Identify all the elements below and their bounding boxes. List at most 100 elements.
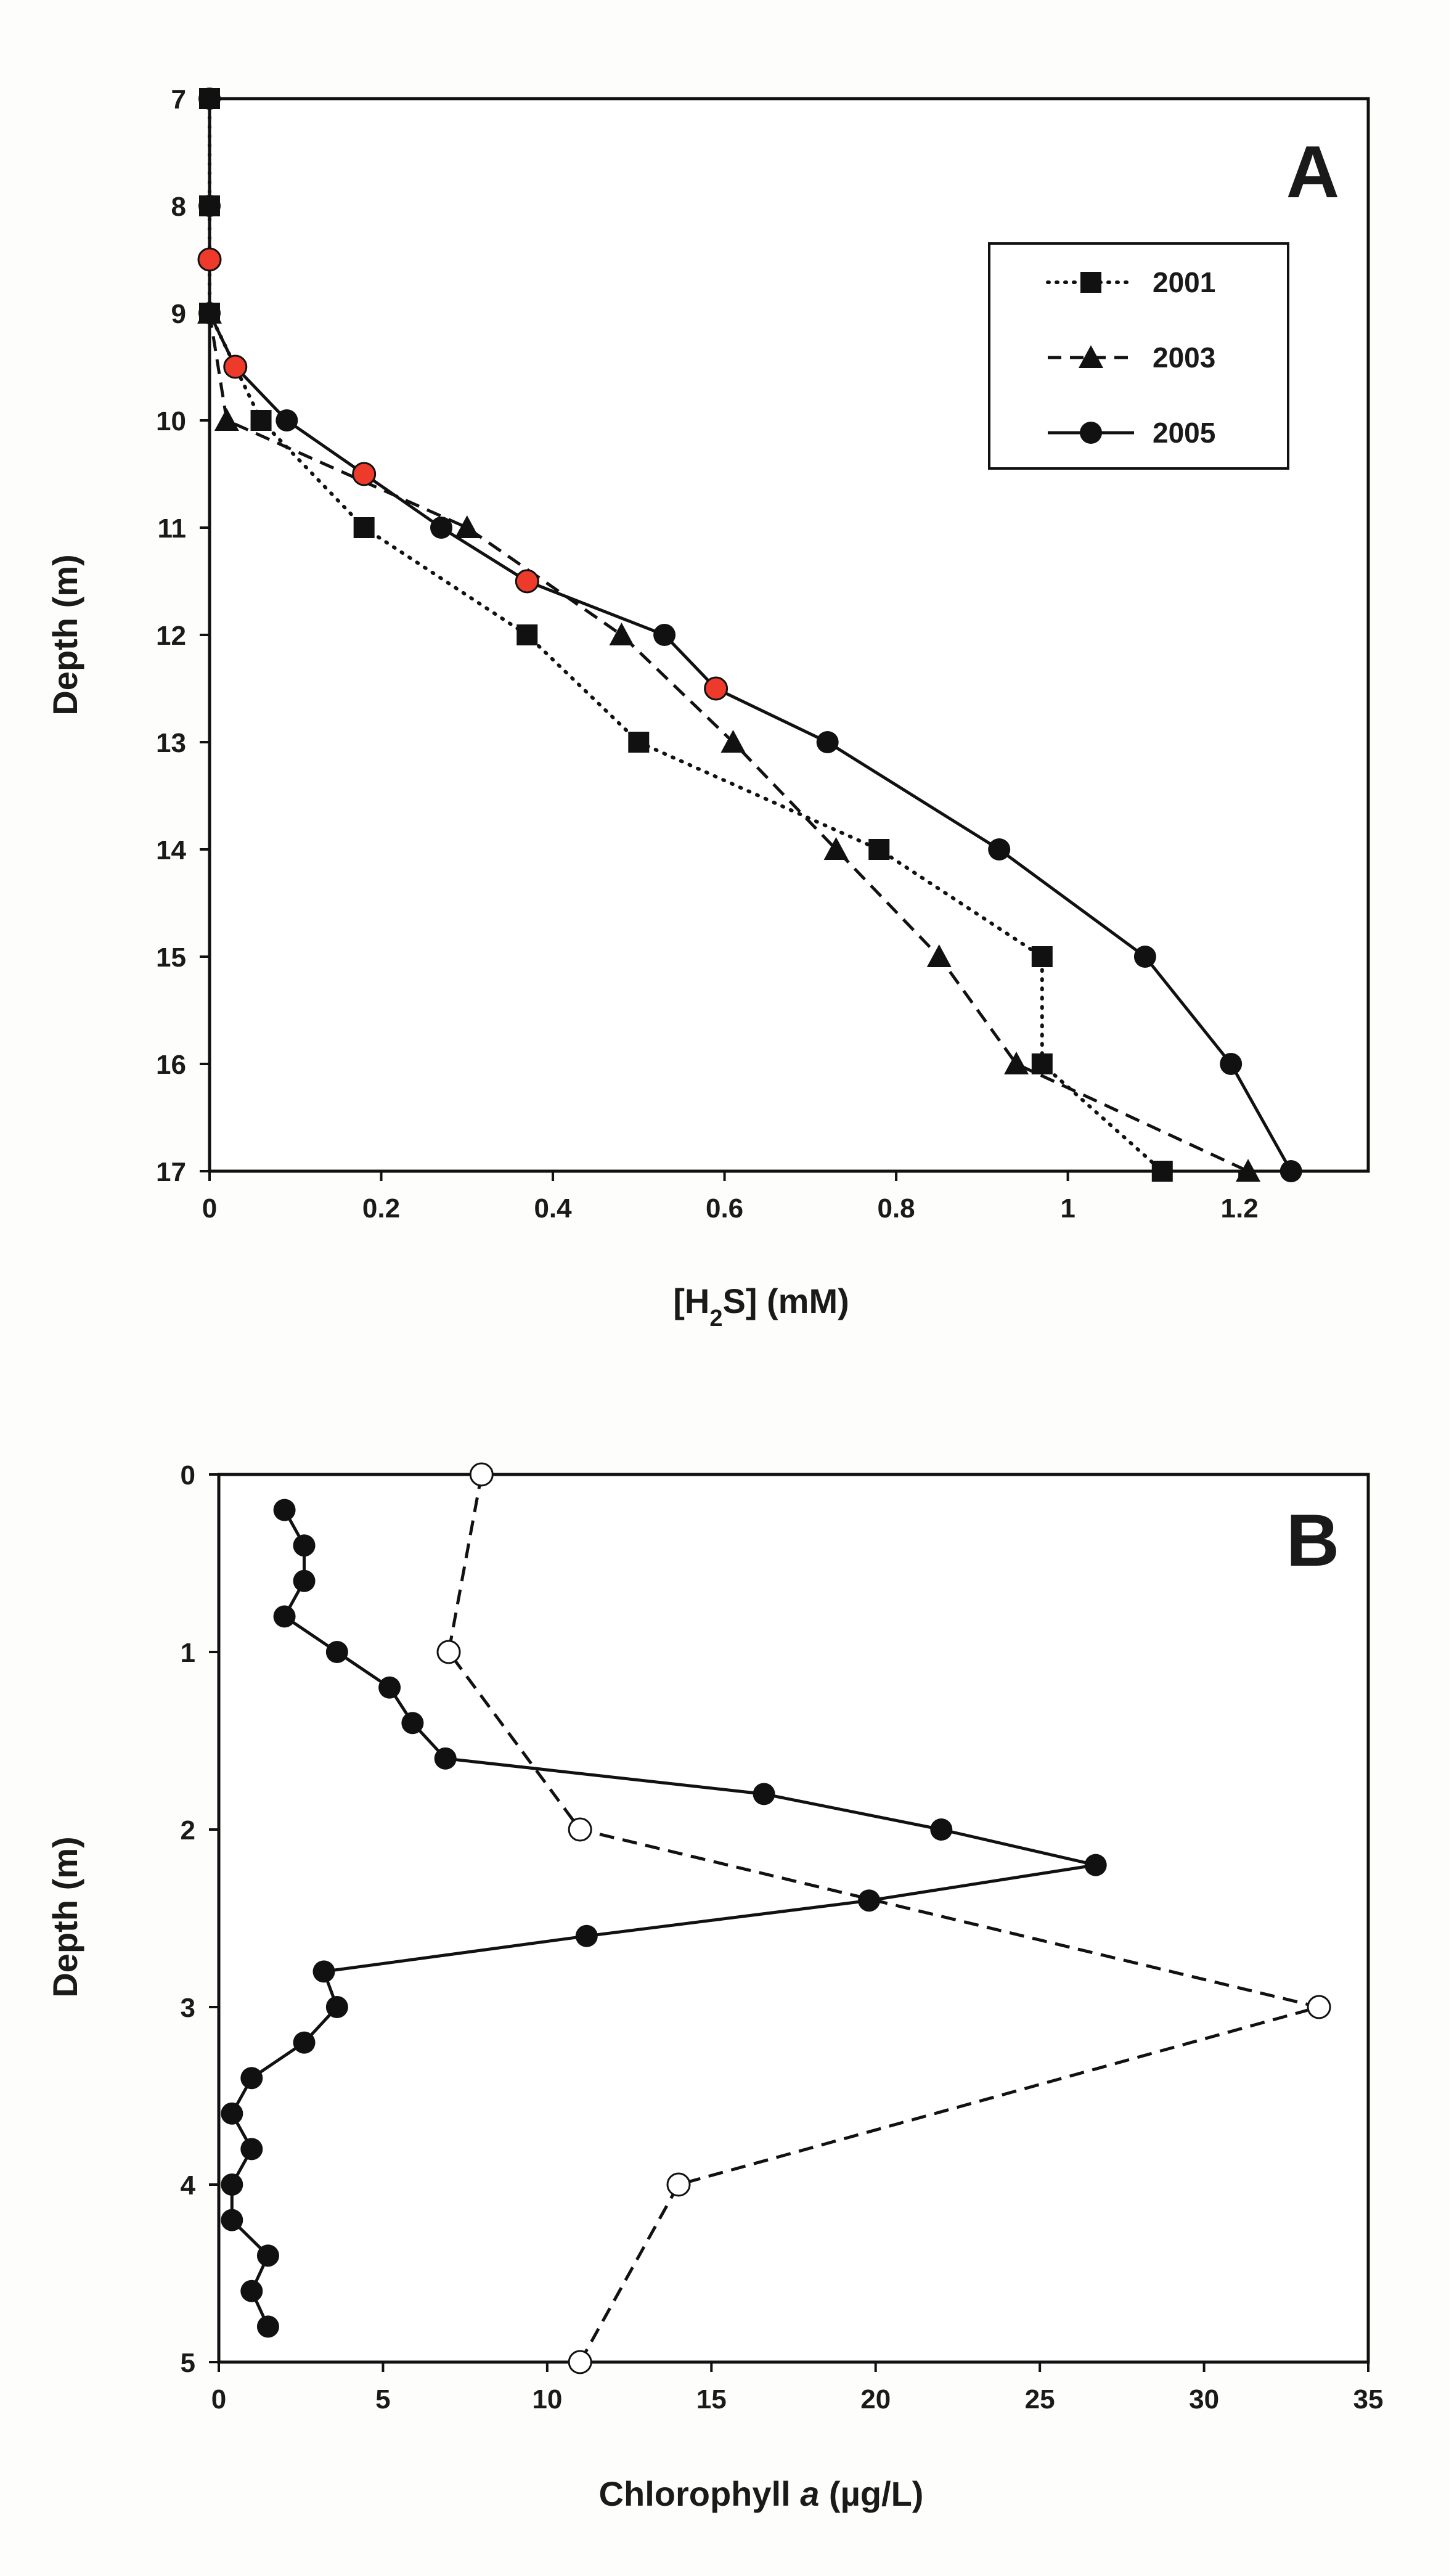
panel-a-y-tick-label: 13 [156,728,186,758]
panel-a-point-circle-highlight [704,676,729,701]
panel-b-x-tick-label: 15 [696,2384,727,2414]
panel-a-series [197,88,1302,1182]
panel-b-point-filled-circle [293,1534,316,1557]
panel-a-y-tick-label: 8 [171,192,186,222]
panel-a-x-tick-label: 0.6 [706,1193,743,1224]
panel-b-point-filled-circle [325,1996,348,2018]
panel-a-series-line-2005 [208,99,1292,1172]
panel-b-point-filled-circle [401,1712,424,1735]
panel-a-point-square [353,517,375,538]
panel-b-y-tick-label: 1 [181,1638,195,1668]
panel-b-point-open-circle [1307,1995,1331,2019]
panel-b-point-open-circle [568,1817,592,1842]
panel-b-point-filled-circle [256,2244,279,2267]
panel-b-plot-frame [217,1473,1370,2364]
panel-a-point-circle [653,624,676,646]
legend-entry-2003: 2003 [1048,341,1215,374]
panel-b-point-filled-circle [240,2280,263,2302]
panel-a-x-tick-label: 0.8 [877,1193,915,1224]
panel-b-series [221,1462,1331,2374]
panel-b-x-tick-label: 20 [860,2384,891,2414]
panel-a-point-circle [276,409,298,431]
panel-b-point-filled-circle [378,1676,401,1699]
panel-a-point-square [1031,946,1053,967]
legend-marker-circle [1080,422,1102,444]
panel-a-h2s-chart: 0 0.2 0.4 0.6 0.8 1 1.2 7 8 9 10 11 12 13 14 15 16 17 A [… [46,84,1370,1331]
panel-a-point-triangle [1004,1052,1029,1074]
panel-a-point-triangle [720,730,746,753]
legend-marker-triangle [1079,345,1103,368]
panel-b-point-filled-circle [753,1783,775,1805]
panel-b-point-open-circle [568,2350,592,2374]
panel-a-point-circle-highlight [352,462,377,486]
panel-a-point-square [250,410,272,431]
panel-a-point-circle [198,302,221,324]
panel-b-point-filled-circle [293,1569,316,1592]
panel-b-point-open-circle [666,2172,691,2197]
panel-a-x-tick-label: 0.2 [362,1193,400,1224]
legend-box [988,242,1289,470]
panel-b-y-tick-label: 0 [181,1460,195,1490]
panel-b-point-filled-circle [325,1641,348,1663]
panel-b-point-filled-circle [293,2031,316,2054]
panel-b-letter: B [1286,1499,1340,1582]
panel-a-point-circle [198,88,221,110]
panel-a-y-tick-label: 9 [171,299,186,329]
panel-b-point-filled-circle [273,1499,296,1521]
panel-b-x-tick-label: 0 [211,2384,226,2414]
panel-a-x-axis-title: [H2S] (mM) [673,1282,849,1331]
panel-a-y-tick-label: 12 [156,621,186,651]
panel-b-point-filled-circle [434,1747,457,1770]
panel-a-x-tick-label: 1.2 [1221,1193,1259,1224]
panel-a-point-circle [1280,1160,1302,1182]
panel-b-y-axis-title: Depth (m) [46,1836,84,1997]
panel-a-point-circle [1133,946,1156,968]
panel-b-point-filled-circle [858,1889,881,1912]
panel-a-point-triangle [454,515,480,538]
panel-a-legend: 2001 2003 2005 [988,242,1289,470]
panel-b-point-filled-circle [256,2315,279,2338]
legend-marker-square [1080,272,1101,293]
panel-b-point-filled-circle [221,2102,243,2125]
panel-b-x-tick-label: 30 [1189,2384,1219,2414]
legend-entry-2005: 2005 [1048,417,1215,449]
panel-b-x-axis-title: Chlorophyll a (µg/L) [599,2474,924,2513]
panel-b-point-filled-circle [221,2209,243,2231]
panel-a-point-circle-highlight [223,354,248,379]
panel-a-y-axis-title: Depth (m) [46,554,84,715]
panel-a-point-triangle [926,944,952,967]
legend-label-2001: 2001 [1153,266,1215,298]
panel-a-point-circle [816,731,839,753]
panel-a-point-triangle [609,623,634,645]
panel-a-y-tick-label: 10 [156,406,186,436]
panel-b-y-tick-label: 3 [181,1993,195,2023]
panel-b-point-filled-circle [221,2173,243,2196]
panel-a-point-circle-highlight [515,569,539,594]
panel-a-point-circle [198,195,221,217]
panel-b-point-filled-circle [273,1605,296,1628]
panel-a-x-tick-label: 1 [1060,1193,1075,1224]
panel-a-point-square [868,839,890,860]
panel-a-point-square [1031,1053,1053,1074]
panel-b-x-tick-label: 10 [532,2384,562,2414]
panel-b-point-filled-circle [930,1818,953,1841]
panel-a-letter: A [1286,131,1340,213]
panel-a-point-square [516,624,538,645]
panel-b-point-open-circle [436,1640,461,1664]
panel-a-x-tick-label: 0.4 [534,1193,572,1224]
panel-b-point-open-circle [469,1462,494,1487]
panel-a-point-square [628,732,650,753]
panel-b-x-tick-label: 25 [1025,2384,1055,2414]
panel-b-x-tick-label: 5 [375,2384,390,2414]
panel-b-point-filled-circle [312,1960,335,1983]
panel-a-x-tick-label: 0 [202,1193,217,1224]
panel-a-point-triangle [214,408,239,431]
panel-b-point-filled-circle [1084,1854,1107,1876]
panel-a-y-tick-label: 15 [156,942,186,973]
panel-b-series-line-open-circles [447,1474,1321,2363]
panel-b-y-tick-label: 2 [181,1815,195,1846]
panel-a-y-tick-label: 14 [156,835,186,865]
legend-entry-2001: 2001 [1046,266,1215,298]
